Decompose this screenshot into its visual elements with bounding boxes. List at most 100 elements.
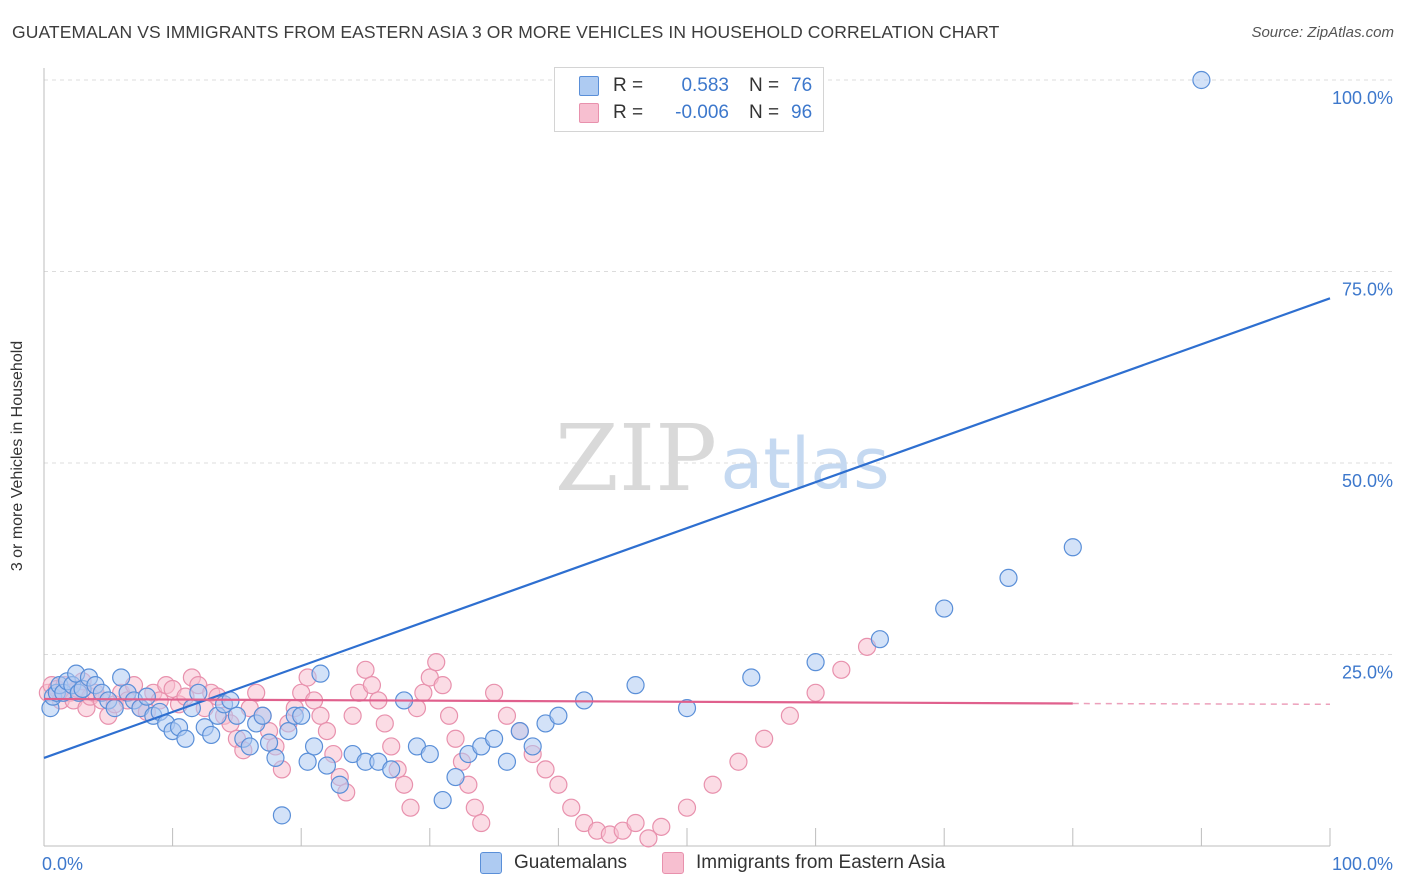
series-label: Immigrants from Eastern Asia (696, 852, 946, 873)
blue-data-point (240, 737, 259, 756)
y-tick-label: 100.0% (1332, 88, 1393, 108)
series-legend-eastern-asia: Immigrants from Eastern Asia (662, 852, 945, 874)
blue-data-point (317, 756, 337, 775)
series-swatch-blue (480, 852, 502, 874)
pink-data-point (317, 721, 337, 741)
pink-data-point (780, 706, 799, 725)
blue-data-point (999, 568, 1018, 588)
gridlines (44, 79, 1395, 655)
blue-data-point (176, 729, 195, 748)
blue-data-point (105, 699, 124, 718)
pink-data-point (414, 683, 433, 702)
legend-r-value: 0.583 (681, 75, 729, 96)
legend-r-label: R = (613, 75, 644, 96)
blue-data-point (266, 748, 285, 768)
pink-data-point (394, 775, 414, 794)
blue-data-point (1063, 538, 1082, 557)
pink-data-point (549, 775, 568, 794)
blue-data-point (677, 699, 697, 718)
trend-lines (43, 297, 1331, 759)
pink-data-point (472, 813, 491, 833)
pink-data-point (343, 706, 362, 725)
blue-data-point (227, 706, 246, 725)
blue-data-point (253, 706, 272, 725)
pink-data-point (439, 706, 459, 725)
blue-data-point (292, 706, 311, 725)
legend-r-value: -0.006 (675, 102, 729, 123)
pink-data-point (497, 706, 517, 725)
blue-data-point (259, 733, 279, 752)
legend-n-label: N = (749, 75, 780, 96)
blue-data-point (485, 729, 504, 748)
pink-data-point (536, 760, 555, 779)
pink-data-point (311, 706, 330, 725)
axes (43, 68, 1331, 847)
blue-data-point (549, 706, 568, 725)
pink-data-point (446, 729, 465, 748)
blue-data-point (304, 737, 324, 756)
pink-data-point (703, 775, 722, 794)
legend-row-guatemalans: R = 0.583 N = 76 (579, 74, 812, 98)
y-tick-label: 50.0% (1342, 471, 1393, 491)
blue-data-point (510, 721, 529, 741)
blue-data-point (420, 744, 439, 764)
blue-data-point (626, 676, 645, 695)
pink-data-point (465, 798, 484, 817)
pink-data-point (755, 729, 774, 748)
series-legend: Guatemalans Immigrants from Eastern Asia (0, 852, 1406, 878)
pink-data-point (639, 829, 658, 848)
series-swatch-pink (662, 852, 684, 874)
pink-data-point (485, 683, 504, 702)
blue-point-series (41, 70, 1211, 825)
blue-data-point (446, 767, 465, 787)
pink-data-point (247, 683, 266, 702)
watermark: ZIP atlas (555, 405, 890, 512)
blue-data-point (189, 683, 208, 702)
legend-n-value: 96 (791, 102, 813, 123)
pink-data-point (427, 653, 446, 672)
pink-data-point (562, 798, 581, 817)
legend-r-label: R = (613, 102, 644, 123)
legend-row-eastern-asia: R = -0.006 N = 96 (579, 101, 812, 125)
blue-data-point (935, 599, 954, 618)
series-label: Guatemalans (514, 852, 628, 873)
y-tick-label: 75.0% (1342, 280, 1393, 300)
blue-data-point (272, 806, 292, 825)
blue-data-point (202, 725, 221, 745)
correlation-legend: R = 0.583 N = 76 R = -0.006 N = 96 (554, 67, 824, 132)
blue-data-point (497, 752, 517, 771)
legend-n-label: N = (749, 102, 780, 123)
source-label: Source: ZipAtlas.com (1251, 24, 1394, 41)
pink-data-point (806, 683, 825, 702)
watermark-atlas: atlas (720, 423, 889, 505)
y-tick-label: 25.0% (1342, 663, 1393, 683)
pink-trend-extension (1072, 702, 1331, 706)
blue-data-point (330, 775, 349, 794)
pink-data-point (375, 714, 394, 733)
chart-title: GUATEMALAN VS IMMIGRANTS FROM EASTERN AS… (12, 22, 1000, 42)
blue-data-point (279, 721, 298, 741)
series-legend-guatemalans: Guatemalans (480, 852, 627, 874)
blue-data-point (870, 630, 890, 649)
blue-data-point (433, 790, 452, 810)
blue-data-point (742, 668, 761, 687)
blue-data-point (1192, 70, 1211, 90)
legend-n-value: 76 (791, 75, 813, 96)
pink-data-point (677, 798, 697, 817)
blue-data-point (137, 687, 156, 706)
blue-data-point (523, 737, 542, 756)
pink-data-point (433, 676, 452, 695)
blue-data-point (311, 664, 330, 683)
watermark-zip: ZIP (555, 405, 717, 512)
pink-data-point (652, 817, 671, 836)
legend-swatch-pink (579, 103, 599, 123)
pink-data-point (362, 676, 382, 695)
blue-data-point (806, 653, 825, 672)
pink-data-point (626, 813, 645, 833)
y-axis-title: 3 or more Vehicles in Household (9, 340, 26, 572)
legend-swatch-blue (579, 76, 599, 96)
tick-labels: 25.0% 50.0% 75.0% 100.0% 0.0% 100.0% (42, 88, 1393, 874)
pink-data-point (401, 798, 420, 817)
pink-data-point (356, 660, 375, 679)
